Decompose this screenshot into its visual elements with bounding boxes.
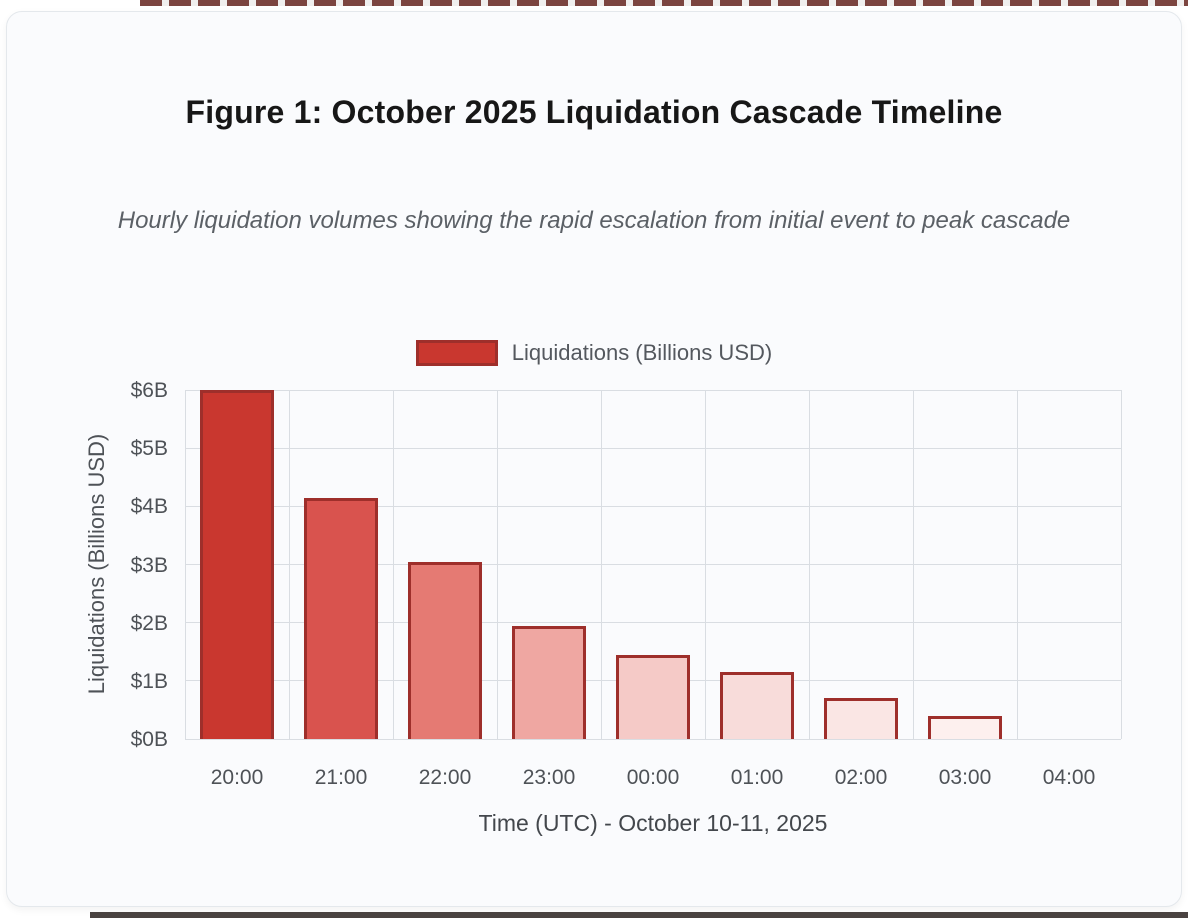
cropped-content-top: [140, 0, 1188, 6]
gridline-horizontal: [185, 564, 1121, 565]
legend-swatch-icon: [415, 340, 498, 366]
x-axis-title: Time (UTC) - October 10-11, 2025: [478, 810, 828, 836]
x-tick-label: 20:00: [210, 766, 264, 789]
bar-03:00[interactable]: [928, 716, 1002, 739]
y-tick-label: $6B: [130, 379, 168, 402]
gridline-vertical: [392, 390, 394, 739]
gridline-vertical: [496, 390, 498, 739]
gridline-vertical: [704, 390, 706, 739]
y-tick-label: $1B: [130, 669, 168, 693]
legend-label: Liquidations (Billions USD): [511, 340, 773, 365]
gridline-horizontal: [185, 622, 1121, 624]
y-tick-label: $5B: [130, 437, 168, 461]
bar-20:00[interactable]: [200, 390, 274, 739]
x-tick-label: 00:00: [626, 766, 680, 789]
gridline-horizontal: [185, 738, 1121, 740]
y-tick-label: $2B: [130, 611, 168, 635]
y-tick-label: $3B: [130, 553, 168, 577]
x-tick-label: 02:00: [834, 766, 888, 789]
x-tick-label: 03:00: [938, 766, 992, 789]
bar-23:00[interactable]: [512, 626, 586, 739]
gridline-vertical: [288, 390, 290, 739]
y-tick-label: $0B: [130, 728, 168, 751]
y-axis-ticks: $0B $1B $2B $3B $4B $5B $6B: [88, 380, 168, 750]
plot-area: [184, 389, 1122, 740]
gridline-vertical: [600, 390, 602, 739]
bar-02:00[interactable]: [824, 698, 898, 739]
bar-01:00[interactable]: [720, 672, 794, 739]
gridline-horizontal: [185, 505, 1121, 507]
gridline-vertical: [1120, 390, 1122, 739]
figure-subtitle: Hourly liquidation volumes showing the r…: [117, 207, 1071, 234]
chart-legend[interactable]: Liquidations (Billions USD): [0, 340, 1188, 366]
x-tick-label: 22:00: [418, 766, 472, 789]
x-tick-label: 21:00: [314, 766, 368, 789]
gridline-horizontal: [185, 389, 1121, 391]
x-tick-label: 04:00: [1042, 766, 1096, 789]
bar-22:00[interactable]: [408, 562, 482, 739]
cropped-content-bottom: [90, 912, 1188, 918]
x-axis-ticks: 20:00 21:00 22:00 23:00 00:00 01:00 02:00 03:00…: [185, 766, 1121, 796]
x-tick-label: 01:00: [730, 766, 784, 789]
bar-00:00[interactable]: [616, 655, 690, 739]
bar-21:00[interactable]: [304, 498, 378, 739]
gridline-vertical: [1016, 390, 1018, 739]
y-tick-label: $4B: [130, 495, 168, 519]
x-tick-label: 23:00: [522, 766, 576, 789]
gridline-vertical: [912, 390, 914, 739]
figure-title: Figure 1: October 2025 Liquidation Casca…: [185, 94, 1003, 130]
gridline-horizontal: [185, 447, 1121, 449]
gridline-vertical: [184, 390, 186, 739]
gridline-vertical: [808, 390, 810, 739]
